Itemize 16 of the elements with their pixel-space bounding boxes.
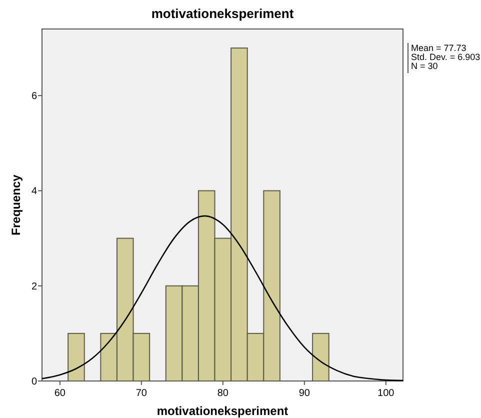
text: N = 30 — [411, 61, 438, 71]
y-tick-label: 2 — [31, 281, 38, 292]
text: Std. Dev. = 6.903 — [411, 52, 480, 62]
x-tick-label: 90 — [298, 388, 310, 399]
x-axis-title: motivationeksperiment — [156, 404, 288, 418]
chart-title: motivationeksperiment — [151, 6, 294, 21]
y-tick-label: 6 — [31, 91, 38, 102]
text: Mean = 77.73 — [411, 43, 466, 53]
x-tick-label: 60 — [54, 388, 66, 399]
y-axis-title: Frequency — [9, 174, 23, 236]
y-tick-label: 4 — [31, 186, 38, 198]
line-series — [41, 215, 404, 382]
x-tick-label: 100 — [378, 388, 395, 399]
y-tick-label: 0 — [31, 376, 38, 388]
x-tick-label: 70 — [136, 388, 148, 399]
x-tick-label: 80 — [217, 388, 229, 399]
